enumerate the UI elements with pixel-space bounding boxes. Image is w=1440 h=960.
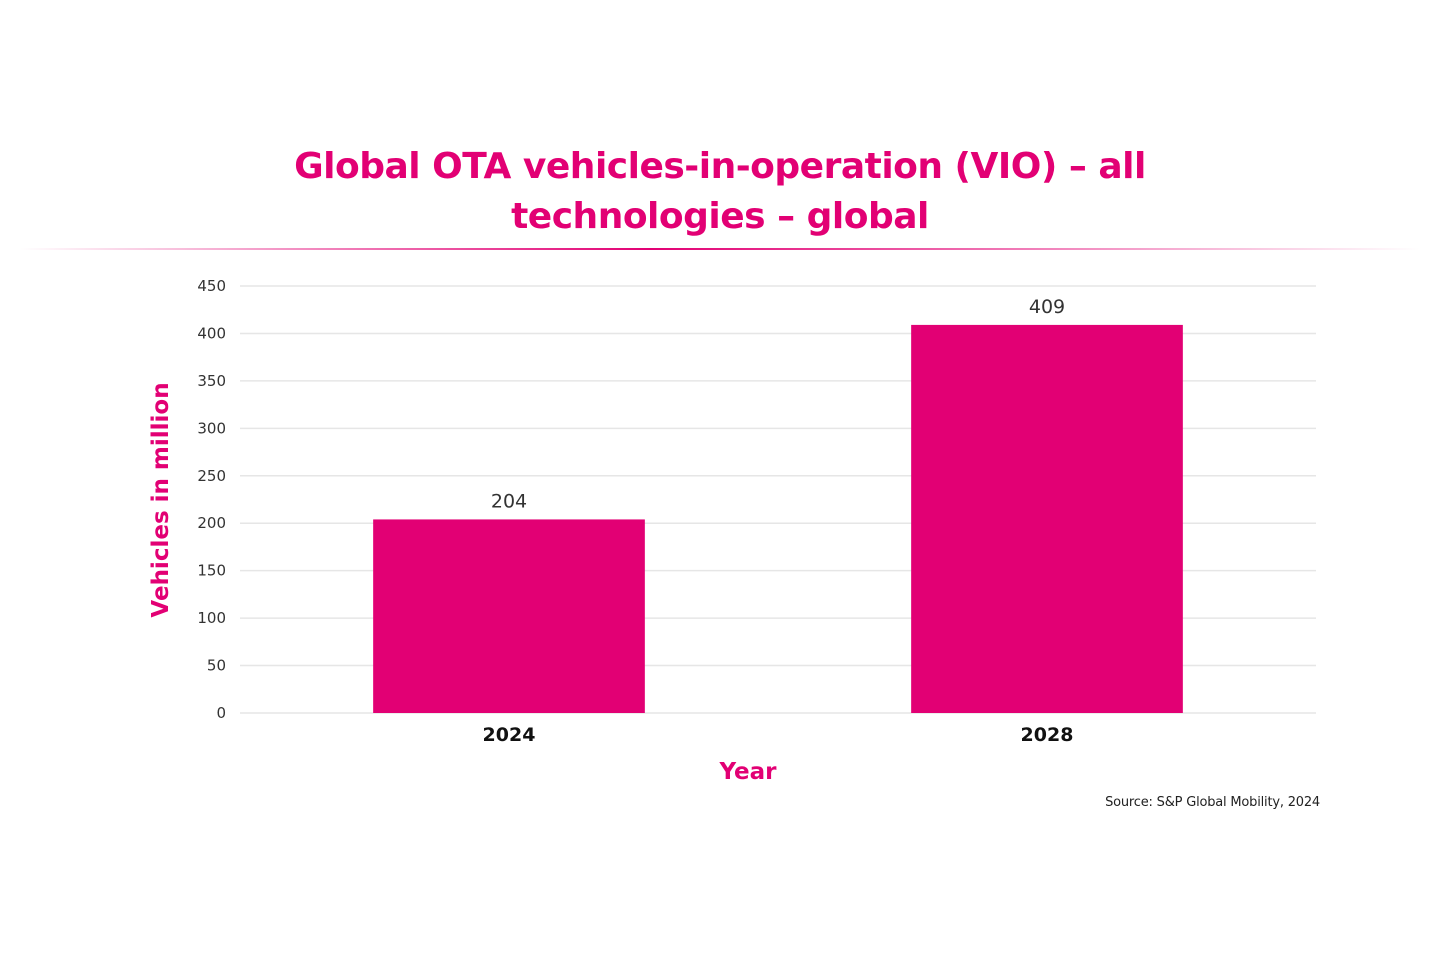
y-tick-label: 100 (197, 609, 226, 627)
y-tick-label: 200 (197, 514, 226, 532)
y-tick-label: 50 (207, 657, 226, 675)
y-tick-label: 300 (197, 419, 226, 437)
bar-2028 (911, 324, 1183, 713)
chart-title: Global OTA vehicles-in-operation (VIO) –… (270, 142, 1170, 242)
y-tick-label: 150 (197, 562, 226, 580)
y-tick-label: 350 (197, 372, 226, 390)
y-tick-label: 400 (197, 324, 226, 342)
y-tick-label: 250 (197, 467, 226, 485)
data-labels: 204 409 (491, 296, 1065, 513)
y-axis-label: Vehicles in million (148, 382, 174, 617)
x-axis-ticks: 2024 2028 (483, 724, 1074, 746)
x-tick-label: 2024 (483, 724, 536, 746)
chart-title-line-1: Global OTA vehicles-in-operation (VIO) –… (294, 146, 1146, 187)
data-label: 204 (491, 490, 527, 512)
source-note: Source: S&P Global Mobility, 2024 (1105, 795, 1320, 810)
y-axis-ticks: 0 50 100 150 200 250 300 350 400 450 (197, 277, 226, 722)
data-label: 409 (1029, 296, 1065, 318)
y-tick-label: 0 (216, 704, 226, 722)
title-divider (20, 248, 1420, 250)
x-tick-label: 2028 (1021, 724, 1074, 746)
bar-2024 (373, 519, 645, 713)
bars (373, 324, 1183, 713)
chart-title-line-2: technologies – global (511, 196, 929, 237)
x-axis-label: Year (718, 759, 777, 785)
y-tick-label: 450 (197, 277, 226, 295)
